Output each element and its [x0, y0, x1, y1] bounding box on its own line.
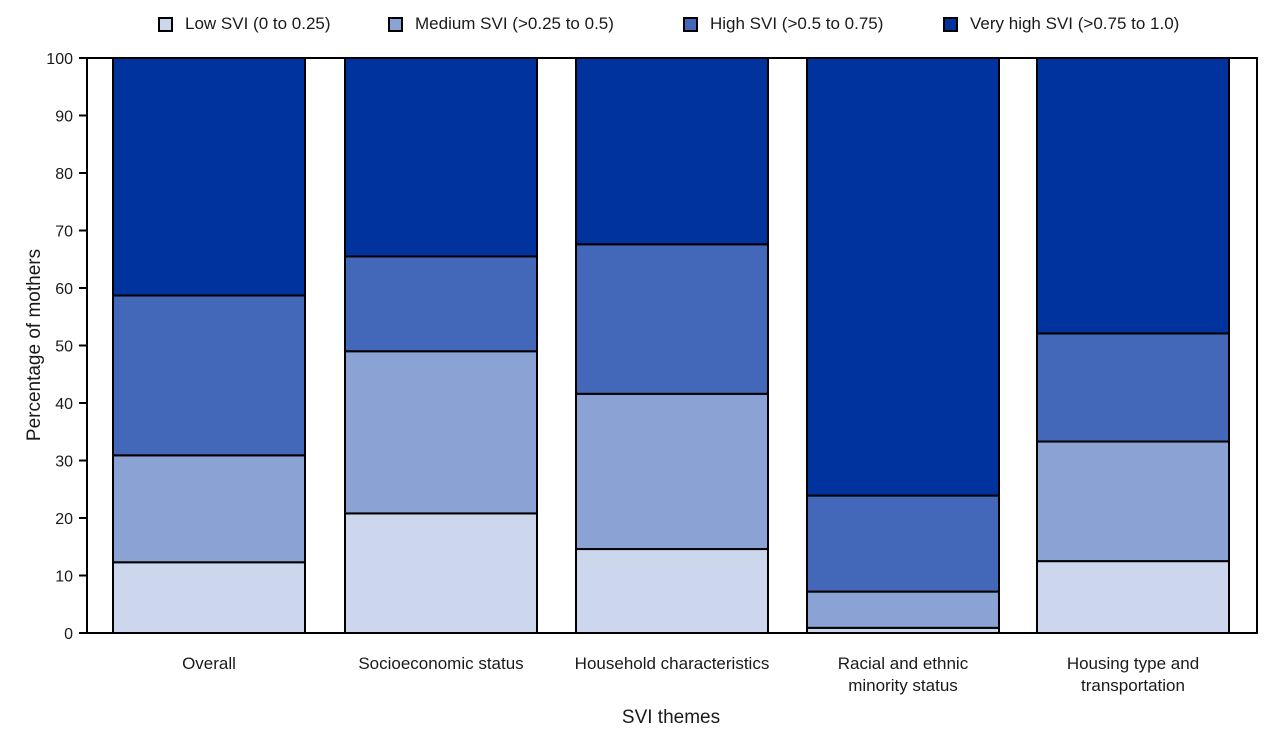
x-axis-title: SVI themes [622, 707, 720, 728]
bar-group-household-characteristics [575, 57, 769, 634]
x-category-label-housing-type-and-transportation: Housing type and transportation [1067, 654, 1199, 695]
bar-segment-socioeconomic-status-very-high-svi-0-75-to-1-0 [344, 57, 538, 258]
legend-label-very-high-svi: Very high SVI (>0.75 to 1.0) [970, 14, 1180, 33]
y-tick-label-30: 30 [55, 454, 73, 471]
legend-swatch-high-svi [683, 16, 698, 32]
y-tick-label-20: 20 [55, 511, 73, 528]
x-axis-categories: Overall Socioeconomic status Household cha… [182, 654, 1199, 695]
y-tick-label-10: 10 [55, 569, 73, 586]
bar-segment-overall-very-high-svi-0-75-to-1-0 [112, 57, 306, 297]
bar-segment-housing-type-and-transportation-very-high-svi-0-75-to-1-0 [1036, 57, 1230, 335]
legend-item-medium-svi: Medium SVI (>0.25 to 0.5) [388, 14, 614, 34]
bar-segment-overall-high-svi-0-5-to-0-75 [112, 294, 306, 457]
x-category-label-household-characteristics: Household characteristics [575, 654, 770, 673]
legend-swatch-very-high-svi [943, 16, 958, 32]
legend-item-very-high-svi: Very high SVI (>0.75 to 1.0) [943, 14, 1179, 34]
y-tick-label-90: 90 [55, 109, 73, 126]
bars-layer [112, 57, 1230, 635]
bar-segment-socioeconomic-status-high-svi-0-5-to-0-75 [344, 255, 538, 353]
bar-segment-housing-type-and-transportation-low-svi-0-to-0-25 [1036, 560, 1230, 634]
y-tick-label-80: 80 [55, 166, 73, 183]
x-category-label-socioeconomic-status: Socioeconomic status [358, 654, 523, 673]
bar-segment-housing-type-and-transportation-medium-svi-0-25-to-0-5 [1036, 440, 1230, 563]
bar-segment-overall-low-svi-0-to-0-25 [112, 561, 306, 635]
bar-segment-household-characteristics-low-svi-0-to-0-25 [575, 548, 769, 634]
y-tick-label-100: 100 [46, 51, 73, 68]
y-tick-label-60: 60 [55, 281, 73, 298]
x-category-label-racial-and-ethnic-minority-status: Racial and ethnic minority status [838, 654, 969, 695]
bar-segment-household-characteristics-medium-svi-0-25-to-0-5 [575, 392, 769, 551]
legend-label-high-svi: High SVI (>0.5 to 0.75) [710, 14, 884, 33]
legend-label-medium-svi: Medium SVI (>0.25 to 0.5) [415, 14, 614, 33]
bar-segment-household-characteristics-very-high-svi-0-75-to-1-0 [575, 57, 769, 246]
bar-group-overall [112, 57, 306, 635]
bar-group-socioeconomic-status [344, 57, 538, 635]
legend-swatch-low-svi [158, 16, 173, 32]
chart-legend: Low SVI (0 to 0.25) Medium SVI (>0.25 to… [0, 14, 1280, 42]
bar-group-housing-type-and-transportation [1036, 57, 1230, 634]
bar-segment-racial-and-ethnic-minority-status-high-svi-0-5-to-0-75 [806, 494, 1000, 593]
legend-item-high-svi: High SVI (>0.5 to 0.75) [683, 14, 883, 34]
bar-segment-racial-and-ethnic-minority-status-medium-svi-0-25-to-0-5 [806, 590, 1000, 629]
bar-segment-racial-and-ethnic-minority-status-very-high-svi-0-75-to-1-0 [806, 57, 1000, 497]
bar-segment-housing-type-and-transportation-high-svi-0-5-to-0-75 [1036, 332, 1230, 443]
y-tick-label-0: 0 [64, 626, 73, 643]
y-tick-label-70: 70 [55, 224, 73, 241]
legend-label-low-svi: Low SVI (0 to 0.25) [185, 14, 331, 33]
bar-segment-socioeconomic-status-medium-svi-0-25-to-0-5 [344, 350, 538, 515]
y-tick-label-40: 40 [55, 396, 73, 413]
bar-segment-socioeconomic-status-low-svi-0-to-0-25 [344, 512, 538, 635]
y-axis-ticks: 0 10 20 30 40 50 60 70 80 90 100 [46, 51, 87, 643]
y-tick-label-50: 50 [55, 339, 73, 356]
bar-group-racial-and-ethnic-minority-status [806, 57, 1000, 635]
legend-swatch-medium-svi [388, 16, 403, 32]
legend-item-low-svi: Low SVI (0 to 0.25) [158, 14, 331, 34]
x-category-label-overall: Overall [182, 654, 236, 673]
bar-segment-household-characteristics-high-svi-0-5-to-0-75 [575, 243, 769, 395]
bar-segment-overall-medium-svi-0-25-to-0-5 [112, 454, 306, 564]
y-axis-title: Percentage of mothers [24, 249, 45, 441]
